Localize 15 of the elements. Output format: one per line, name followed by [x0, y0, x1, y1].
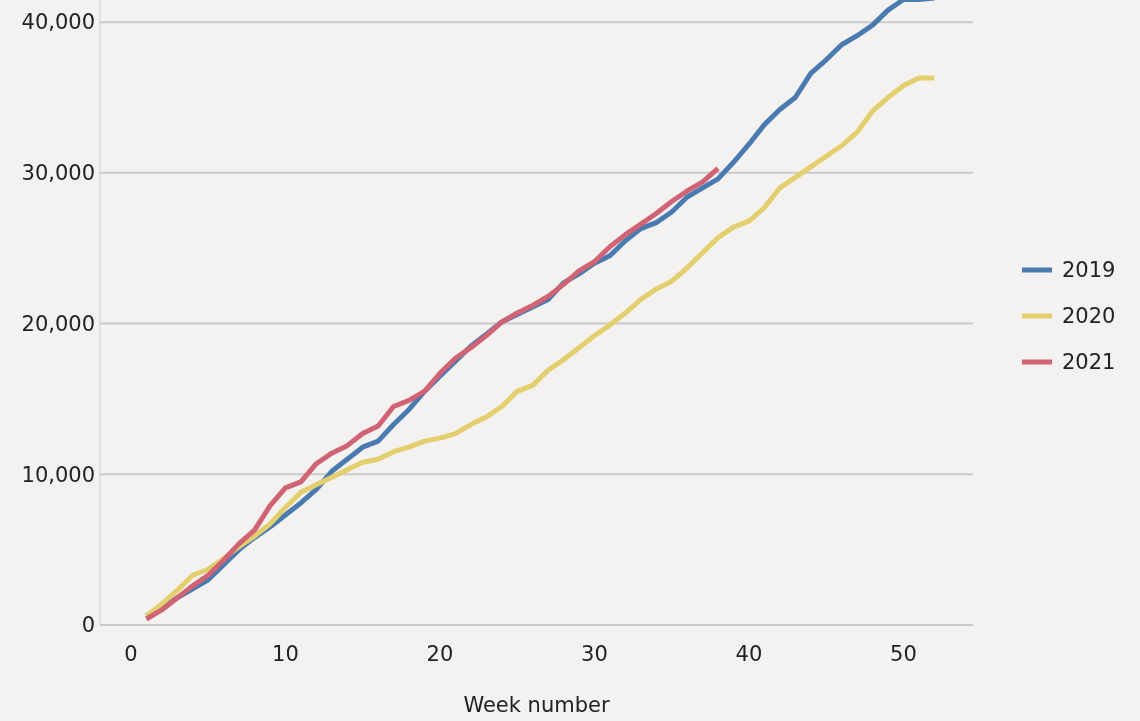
legend-label: 2019: [1062, 258, 1116, 283]
x-tick-label: 40: [735, 642, 763, 667]
y-tick-label: 30,000: [21, 161, 95, 186]
legend-label: 2020: [1062, 304, 1116, 329]
x-tick-label: 50: [890, 642, 917, 667]
y-tick-label: 20,000: [21, 311, 95, 336]
y-tick-label: 10,000: [21, 462, 95, 487]
x-tick-label: 10: [272, 642, 299, 667]
x-tick-label: 30: [581, 642, 608, 667]
x-axis-title: Week number: [463, 693, 610, 717]
legend-label: 2021: [1062, 350, 1116, 375]
y-tick-label: 40,000: [21, 10, 95, 35]
x-tick-label: 0: [124, 642, 138, 667]
x-tick-label: 20: [426, 642, 454, 667]
y-tick-label: 0: [81, 613, 95, 638]
